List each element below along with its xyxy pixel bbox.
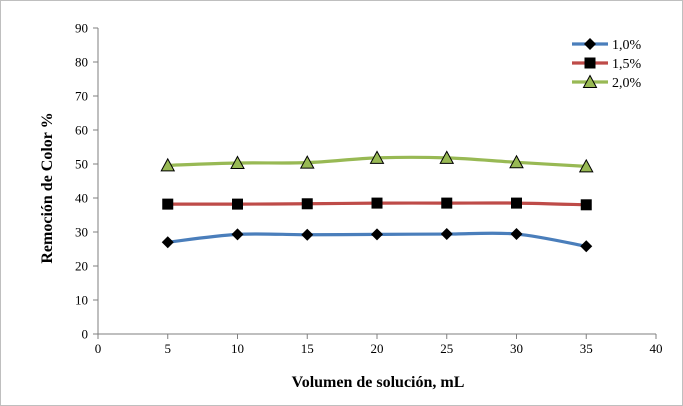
- data-point: [301, 228, 314, 241]
- data-point: [161, 236, 174, 249]
- data-point: [231, 228, 244, 241]
- data-point: [580, 240, 593, 253]
- x-tick-label: 40: [650, 341, 663, 356]
- x-tick-label: 15: [301, 341, 314, 356]
- x-tick-label: 35: [580, 341, 593, 356]
- data-point: [578, 158, 594, 173]
- legend-label: 2,0%: [612, 76, 642, 91]
- data-point: [511, 197, 522, 209]
- y-tick-label: 70: [75, 89, 88, 104]
- y-tick-label: 60: [75, 123, 88, 138]
- legend-entry: 1,5%: [572, 57, 642, 72]
- data-point: [441, 197, 453, 209]
- legend-label: 1,5%: [612, 57, 642, 72]
- series-1: [162, 197, 592, 211]
- y-tick-label: 90: [75, 21, 88, 36]
- x-axis-title: Volumen de solución, mL: [292, 374, 465, 391]
- y-tick-label: 50: [75, 157, 88, 172]
- legend-label: 1,0%: [612, 38, 642, 53]
- data-point: [301, 198, 313, 210]
- axes: 0 10 20 30 40 50 60 70 80 90 0 5 10 15 20 25 30 35 40: [75, 21, 663, 357]
- data-point: [371, 228, 383, 241]
- data-point: [162, 198, 174, 210]
- y-tick-label: 40: [75, 191, 88, 206]
- y-axis-title: Remoción de Color %: [39, 112, 56, 263]
- data-point: [230, 155, 245, 169]
- y-tick-label: 20: [75, 259, 88, 274]
- data-point: [580, 199, 592, 211]
- legend-marker: [584, 38, 596, 50]
- legend: 1,0% 1,5% 2,0%: [572, 38, 642, 91]
- series-0: [161, 228, 593, 253]
- data-point: [160, 157, 176, 172]
- series-2: [160, 150, 594, 173]
- x-tick-label: 10: [231, 341, 244, 356]
- y-tick-label: 0: [82, 327, 89, 342]
- x-tick-label: 20: [371, 341, 384, 356]
- y-tick-label: 30: [75, 225, 88, 240]
- legend-entry: 1,0%: [572, 38, 642, 53]
- data-point: [510, 228, 523, 241]
- data-point: [509, 154, 524, 169]
- data-point: [232, 198, 243, 210]
- legend-marker: [584, 57, 596, 69]
- x-tick-label: 0: [95, 341, 102, 356]
- data-point: [369, 150, 385, 164]
- x-tick-label: 30: [510, 341, 523, 356]
- legend-marker: [582, 74, 598, 88]
- data-point: [299, 155, 315, 169]
- data-point: [440, 228, 453, 241]
- y-tick-label: 10: [75, 293, 88, 308]
- y-tick-label: 80: [75, 55, 88, 70]
- data-point: [439, 150, 455, 164]
- x-tick-label: 5: [165, 341, 172, 356]
- x-tick-label: 25: [440, 341, 453, 356]
- series-layer: [160, 150, 594, 253]
- data-point: [371, 197, 383, 209]
- legend-entry: 2,0%: [572, 74, 642, 91]
